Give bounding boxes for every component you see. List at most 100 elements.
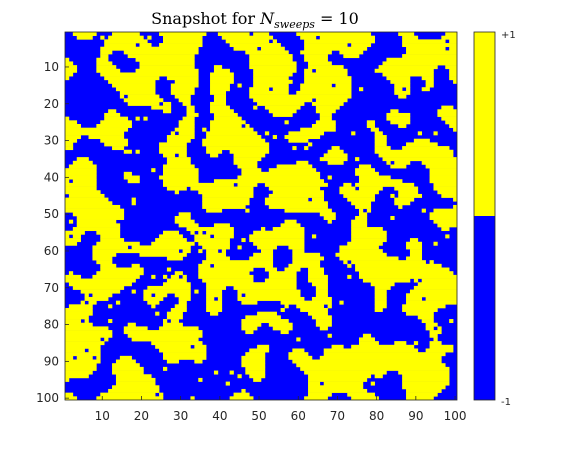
spin-up-cells — [92, 245, 129, 250]
spin-up-cells — [315, 105, 340, 110]
spin-up-cells — [308, 385, 364, 390]
y-tick-label: 70 — [44, 281, 59, 295]
spin-up-cells — [288, 355, 313, 360]
spin-up-cells — [327, 175, 332, 180]
spin-up-cells — [449, 319, 454, 324]
spin-up-cells — [394, 87, 403, 92]
spin-up-cells — [65, 374, 89, 379]
spin-up-cells — [292, 249, 305, 254]
spin-up-cells — [359, 175, 391, 180]
spin-up-cells — [80, 289, 121, 294]
spin-up-cells — [65, 274, 81, 279]
spin-up-cells — [76, 35, 93, 40]
spin-up-cells — [339, 245, 379, 250]
spin-up-cells — [374, 285, 391, 290]
spin-up-cells — [104, 142, 129, 147]
spin-up-cells — [166, 138, 191, 143]
spin-up-cells — [268, 168, 317, 173]
spin-up-cells — [241, 363, 266, 368]
spin-up-cells — [402, 381, 450, 386]
spin-up-cells — [421, 76, 434, 81]
spin-up-cells — [151, 168, 156, 173]
spin-up-cells — [206, 300, 223, 305]
spin-up-cells — [284, 135, 321, 140]
spin-up-cells — [308, 278, 328, 283]
spin-up-cells — [296, 160, 309, 165]
spin-up-cells — [143, 116, 148, 121]
spin-up-cells — [319, 116, 332, 121]
spin-up-cells — [304, 57, 328, 62]
y-tick-label: 100 — [36, 391, 59, 405]
spin-up-cells — [304, 76, 352, 81]
x-tick-label: 70 — [330, 409, 345, 423]
spin-up-cells — [359, 186, 383, 191]
spin-up-cells — [206, 285, 227, 290]
spin-up-cells — [264, 201, 328, 206]
spin-up-cells — [272, 87, 289, 92]
spin-up-cells — [398, 190, 419, 195]
spin-up-cells — [437, 223, 458, 228]
spin-up-cells — [398, 193, 423, 198]
spin-up-cells — [311, 101, 344, 106]
spin-up-cells — [241, 388, 246, 393]
spin-up-cells — [308, 274, 328, 279]
spin-up-cells — [151, 274, 156, 279]
spin-up-cells — [390, 109, 399, 114]
spin-up-cells — [319, 355, 442, 360]
spin-up-cells — [108, 79, 156, 84]
spin-up-cells — [249, 65, 297, 70]
spin-up-cells — [202, 193, 254, 198]
spin-up-cells — [115, 381, 156, 386]
spin-up-cells — [186, 109, 195, 114]
spin-up-cells — [202, 127, 207, 132]
spin-up-cells — [174, 79, 199, 84]
spin-up-cells — [406, 46, 446, 51]
spin-up-cells — [355, 171, 379, 176]
spin-up-cells — [65, 182, 97, 187]
spin-up-cells — [347, 241, 383, 246]
spin-up-cells — [206, 289, 223, 294]
spin-up-cells — [143, 293, 152, 298]
spin-up-cells — [100, 392, 156, 397]
spin-up-cells — [163, 230, 179, 235]
title-prefix: Snapshot for — [151, 9, 260, 28]
spin-up-cells — [170, 274, 179, 279]
spin-up-cells — [68, 164, 97, 169]
spin-up-cells — [308, 381, 321, 386]
spin-up-cells — [96, 396, 164, 401]
x-tick-label: 30 — [173, 409, 188, 423]
spin-up-cells — [65, 142, 74, 147]
spin-up-cells — [374, 68, 434, 73]
chart-title: Snapshot for Nsweeps = 10 — [151, 9, 359, 31]
axes-frame — [64, 31, 458, 401]
spin-up-cells — [229, 370, 234, 375]
spin-up-cells — [374, 135, 387, 140]
spin-up-cells — [198, 377, 203, 382]
spin-up-cells — [65, 311, 93, 316]
spin-up-cells — [359, 179, 403, 184]
spin-up-cells — [249, 90, 289, 95]
spin-up-cells — [206, 252, 227, 257]
spin-up-cells — [409, 249, 423, 254]
spin-up-cells — [198, 271, 250, 276]
spin-up-cells — [72, 285, 125, 290]
y-tick-label: 90 — [44, 354, 59, 368]
spin-up-cells — [213, 179, 325, 184]
spin-up-cells — [170, 308, 187, 312]
spin-up-cells — [276, 164, 313, 169]
spin-up-cells — [237, 83, 242, 88]
spin-up-cells — [104, 112, 121, 117]
spin-up-cells — [233, 392, 250, 397]
spin-up-cells — [366, 208, 372, 213]
spin-up-cells — [210, 79, 234, 84]
spin-up-cells — [229, 149, 270, 154]
spin-up-cells — [264, 197, 309, 202]
spin-up-cells — [198, 241, 230, 246]
spin-up-cells — [65, 396, 78, 401]
spin-up-cells — [245, 366, 266, 371]
spin-up-cells — [413, 138, 430, 143]
spin-up-cells — [323, 153, 348, 158]
spin-up-cells — [441, 35, 458, 40]
